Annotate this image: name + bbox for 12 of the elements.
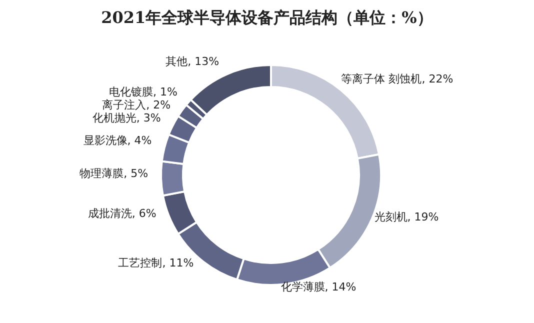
slice-label: 成批清洗, 6% [88,206,156,220]
slice-label: 显影洗像, 4% [83,134,152,148]
slice-label: 等离子体 刻蚀机, 22% [341,72,454,86]
slice-label: 光刻机, 19% [374,210,439,224]
slice-label: 化学薄膜, 14% [280,280,356,294]
slice-label: 工艺控制, 11% [118,256,194,270]
chart-title: 2021年全球半导体设备产品结构（单位：%） [100,8,434,29]
slice-label: 离子注入, 2% [102,98,171,112]
slice-label: 物理薄膜, 5% [80,167,148,180]
slice-label: 其他, 13% [166,55,220,68]
slice-label: 电化镀膜, 1% [109,85,178,98]
slice-label: 化机抛光, 3% [92,111,161,124]
